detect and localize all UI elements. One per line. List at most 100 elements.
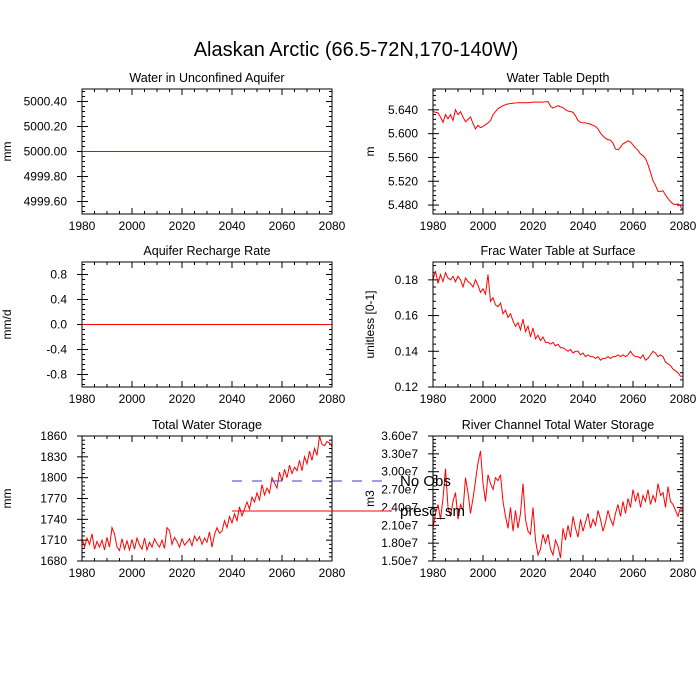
plot-frame xyxy=(432,435,684,562)
x-tick-label: 2040 xyxy=(219,219,246,233)
y-axis-label: mm/d xyxy=(0,310,14,340)
x-tick-label: 1980 xyxy=(420,392,447,406)
x-tick-label: 2080 xyxy=(670,219,697,233)
panel-title: Frac Water Table at Surface xyxy=(481,244,636,258)
plot-frame xyxy=(432,261,684,388)
y-tick-label: 3.00e7 xyxy=(381,465,418,479)
y-axis-label: mm xyxy=(0,489,14,509)
y-tick-label: 1830 xyxy=(40,450,67,464)
y-tick-label: 5.640 xyxy=(388,103,418,117)
series-line-presc-sm xyxy=(81,435,333,552)
x-tick-label: 2040 xyxy=(570,392,597,406)
y-tick-label: 4999.60 xyxy=(24,195,68,209)
y-tick-label: 1680 xyxy=(40,554,67,568)
chart-panel-6: River Channel Total Water Storage m3 1980 2… xyxy=(363,418,697,580)
x-tick-label: 2080 xyxy=(319,219,346,233)
series-line-presc-sm xyxy=(432,450,684,559)
series-line-presc-sm xyxy=(432,100,684,211)
chart-panel-4: Frac Water Table at Surface unitless [0-1… xyxy=(363,244,697,406)
chart-panel-3: Aquifer Recharge Rate mm/d 1980 2000 2020 204… xyxy=(0,244,346,406)
x-tick-label: 2020 xyxy=(169,219,196,233)
x-tick-label: 2000 xyxy=(470,392,497,406)
x-tick-label: 1980 xyxy=(69,392,96,406)
x-tick-label: 1980 xyxy=(69,566,96,580)
x-tick-label: 2000 xyxy=(470,219,497,233)
y-axis-label: m xyxy=(363,147,377,157)
series-line-presc-sm xyxy=(432,270,683,377)
x-tick-label: 2060 xyxy=(269,219,296,233)
x-tick-label: 2020 xyxy=(520,392,547,406)
y-tick-label: 5.560 xyxy=(388,150,418,164)
x-tick-label: 2020 xyxy=(169,566,196,580)
chart-panel-5: Total Water Storage mm 1980 2000 2020 2040 206… xyxy=(0,418,346,580)
y-tick-label: 0.0 xyxy=(50,318,67,332)
y-tick-label: 1860 xyxy=(40,429,67,443)
x-tick-label: 2040 xyxy=(570,566,597,580)
plot-frame xyxy=(432,88,684,215)
plot-frame xyxy=(81,88,333,215)
x-tick-label: 1980 xyxy=(420,219,447,233)
y-axis-label: mm xyxy=(0,142,14,162)
x-tick-label: 2020 xyxy=(520,566,547,580)
y-tick-label: 5.480 xyxy=(388,198,418,212)
y-tick-label: 0.12 xyxy=(395,380,419,394)
y-tick-label: 5000.20 xyxy=(24,120,68,134)
x-tick-label: 2060 xyxy=(620,219,647,233)
panels: Water in Unconfined Aquifer mm 1980 2000 202… xyxy=(0,71,697,580)
y-tick-label: 1.50e7 xyxy=(381,554,418,568)
x-tick-label: 2060 xyxy=(269,566,296,580)
x-tick-label: 2000 xyxy=(119,392,146,406)
y-tick-label: 1770 xyxy=(40,492,67,506)
plot-frame xyxy=(81,435,333,562)
x-tick-label: 1980 xyxy=(69,219,96,233)
y-tick-label: 3.30e7 xyxy=(381,447,418,461)
y-tick-label: -0.4 xyxy=(46,343,67,357)
y-tick-label: 1.80e7 xyxy=(381,536,418,550)
legend-label-no-obs: No Obs xyxy=(400,473,451,490)
plot-frame xyxy=(81,261,333,388)
y-tick-label: 5.520 xyxy=(388,174,418,188)
panel-title: Total Water Storage xyxy=(152,418,262,432)
panel-title: Water Table Depth xyxy=(507,71,610,85)
y-tick-label: 5000.40 xyxy=(24,95,68,109)
panel-title: Water in Unconfined Aquifer xyxy=(129,71,284,85)
y-tick-label: 0.18 xyxy=(395,273,419,287)
y-axis-label: unitless [0-1] xyxy=(363,290,377,358)
y-tick-label: 1710 xyxy=(40,533,67,547)
y-tick-label: 2.70e7 xyxy=(381,483,418,497)
x-tick-label: 2000 xyxy=(119,219,146,233)
x-tick-label: 2000 xyxy=(119,566,146,580)
y-tick-label: 5.600 xyxy=(388,127,418,141)
panel-title: Aquifer Recharge Rate xyxy=(143,244,270,258)
x-tick-label: 2080 xyxy=(319,392,346,406)
y-tick-label: -0.8 xyxy=(46,368,67,382)
chart-panel-1: Water in Unconfined Aquifer mm 1980 2000 202… xyxy=(0,71,346,233)
y-tick-label: 4999.80 xyxy=(24,170,68,184)
x-tick-label: 2060 xyxy=(620,566,647,580)
y-tick-label: 0.8 xyxy=(50,268,67,282)
x-tick-label: 2040 xyxy=(570,219,597,233)
y-tick-label: 1800 xyxy=(40,471,67,485)
y-tick-label: 3.60e7 xyxy=(381,429,418,443)
x-tick-label: 2000 xyxy=(470,566,497,580)
y-tick-label: 0.4 xyxy=(50,293,67,307)
x-tick-label: 2060 xyxy=(620,392,647,406)
x-tick-label: 2040 xyxy=(219,566,246,580)
y-tick-label: 1740 xyxy=(40,512,67,526)
panel-title: River Channel Total Water Storage xyxy=(462,418,655,432)
y-axis-label: m3 xyxy=(363,490,377,507)
x-tick-label: 2080 xyxy=(319,566,346,580)
y-tick-label: 0.14 xyxy=(395,344,419,358)
y-tick-label: 5000.00 xyxy=(24,145,68,159)
figure-title: Alaskan Arctic (66.5-72N,170-140W) xyxy=(194,39,519,61)
chart-panel-2: Water Table Depth m 1980 2000 2020 2040 2060 20… xyxy=(363,71,697,233)
x-tick-label: 2020 xyxy=(520,219,547,233)
legend: No Obs presc_sm xyxy=(232,473,465,520)
x-tick-label: 2020 xyxy=(169,392,196,406)
y-tick-label: 2.10e7 xyxy=(381,518,418,532)
x-tick-label: 1980 xyxy=(420,566,447,580)
x-tick-label: 2060 xyxy=(269,392,296,406)
legend-label-presc-sm: presc_sm xyxy=(400,503,465,520)
x-tick-label: 2080 xyxy=(670,392,697,406)
